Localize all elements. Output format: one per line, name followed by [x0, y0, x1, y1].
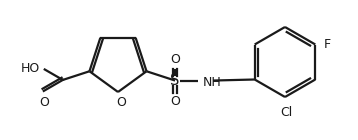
Text: F: F	[323, 38, 330, 51]
Text: O: O	[116, 96, 126, 109]
Text: O: O	[39, 96, 49, 109]
Text: O: O	[170, 95, 180, 108]
Text: Cl: Cl	[280, 106, 292, 119]
Text: HO: HO	[20, 62, 40, 75]
Text: O: O	[170, 53, 180, 66]
Text: S: S	[170, 73, 180, 88]
Text: NH: NH	[203, 76, 222, 89]
